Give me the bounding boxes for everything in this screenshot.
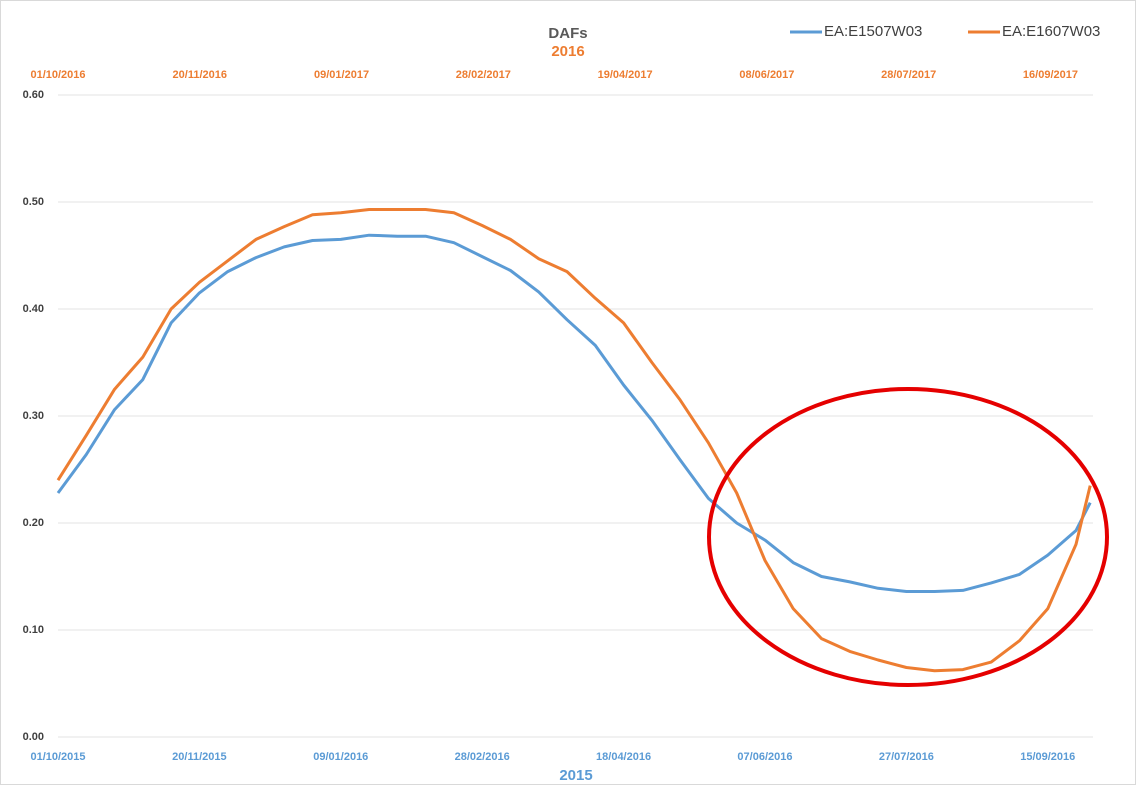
y-tick-label: 0.60	[23, 89, 44, 101]
series-line	[56, 208, 1092, 673]
x2-tick-label: 28/07/2017	[881, 69, 936, 81]
y-tick-label: 0.20	[23, 517, 44, 529]
y-tick-label: 0.10	[23, 624, 44, 636]
x-tick-label: 07/06/2016	[737, 751, 792, 763]
legend-label: EA:E1607W03	[1002, 23, 1100, 40]
x-tick-label: 27/07/2016	[879, 751, 934, 763]
series-line	[56, 233, 1092, 593]
x-tick-label: 09/01/2016	[313, 751, 368, 763]
x-tick-label: 18/04/2016	[596, 751, 651, 763]
x2-tick-label: 28/02/2017	[456, 69, 511, 81]
x2-tick-label: 19/04/2017	[598, 69, 653, 81]
x-tick-label: 01/10/2015	[30, 751, 85, 763]
chart-title: DAFs	[548, 25, 587, 42]
x-tick-label: 20/11/2015	[172, 751, 226, 763]
y-tick-label: 0.00	[23, 731, 44, 743]
y-tick-label: 0.50	[23, 196, 44, 208]
legend-label: EA:E1507W03	[824, 23, 922, 40]
x2-tick-label: 09/01/2017	[314, 69, 369, 81]
chart-subtitle: 2016	[551, 43, 584, 60]
highlight-ellipse	[707, 387, 1109, 687]
x2-tick-label: 16/09/2017	[1023, 69, 1078, 81]
x2-tick-label: 20/11/2016	[173, 69, 227, 81]
y-tick-label: 0.40	[23, 303, 44, 315]
x-axis-label: 2015	[559, 767, 592, 784]
x-tick-label: 15/09/2016	[1020, 751, 1075, 763]
legend: EA:E1507W03 EA:E1607W03	[790, 23, 1100, 40]
x-tick-label: 28/02/2016	[455, 751, 510, 763]
x2-tick-label: 08/06/2017	[739, 69, 794, 81]
y-tick-label: 0.30	[23, 410, 44, 422]
plot: 0.00 0.10 0.20 0.30 0.40 0.50 0.60 01/10/2015 20…	[23, 69, 1093, 763]
x2-tick-label: 01/10/2016	[30, 69, 85, 81]
